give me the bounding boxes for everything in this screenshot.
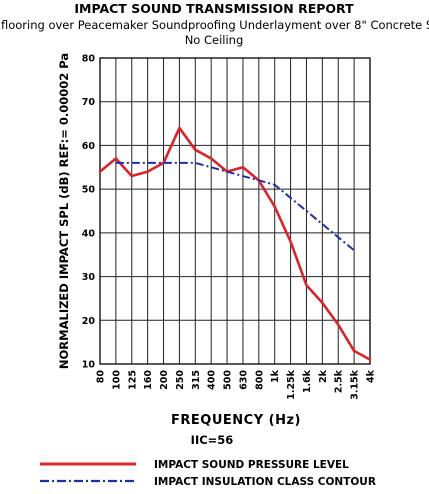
series — [98, 126, 372, 361]
x-tick-label: 1k — [270, 369, 281, 383]
y-tick-label: 40 — [82, 228, 96, 239]
series-line-iic-contour — [115, 161, 355, 252]
y-tick-label: 80 — [82, 54, 96, 65]
x-tick-label: 2.5k — [334, 369, 345, 393]
y-axis-label: NORMALIZED IMPACT SPL (dB) REF:= 0.00002… — [57, 53, 71, 369]
x-axis-label: FREQUENCY (Hz) — [171, 413, 301, 428]
legend-label-spl: IMPACT SOUND PRESSURE LEVEL — [154, 459, 349, 471]
x-tick-label: 630 — [238, 370, 249, 390]
y-tick-label: 70 — [82, 97, 96, 108]
x-tick-label: 125 — [127, 370, 138, 390]
x-tick-label: 1.6k — [302, 369, 313, 393]
x-tick-label: 4k — [366, 369, 377, 383]
grid — [99, 57, 371, 365]
y-tick-label: 60 — [82, 141, 96, 152]
y-tick-label: 50 — [82, 185, 96, 196]
legend: IMPACT SOUND PRESSURE LEVEL IMPACT INSUL… — [40, 459, 376, 488]
chart-subtitle-2: No Ceiling — [185, 33, 244, 47]
y-tick-label: 20 — [82, 316, 96, 327]
plot-border — [99, 57, 371, 365]
x-tick-label: 250 — [175, 370, 186, 390]
legend-label-iic: IMPACT INSULATION CLASS CONTOUR — [154, 476, 376, 488]
x-tick-label: 500 — [223, 370, 234, 390]
x-tick-label: 100 — [111, 370, 122, 390]
x-tick-label: 80 — [96, 370, 107, 384]
y-tick-labels: 10 20 30 40 50 60 70 80 — [82, 54, 96, 371]
chart-title: IMPACT SOUND TRANSMISSION REPORT — [74, 1, 354, 16]
iic-annotation: IIC=56 — [191, 433, 234, 447]
x-tick-label: 800 — [254, 370, 265, 390]
y-tick-label: 30 — [82, 272, 96, 283]
x-tick-label: 160 — [143, 370, 154, 390]
series-line-impact-spl — [98, 126, 372, 361]
x-tick-labels: 80 100 125 160 200 250 315 400 500 630 800 1k 1.25k 1… — [96, 369, 377, 399]
chart-subtitle: LVT flooring over Peacemaker Soundproofi… — [0, 18, 429, 32]
x-tick-label: 3.15k — [350, 369, 361, 399]
x-tick-label: 2k — [318, 369, 329, 383]
x-tick-label: 400 — [207, 370, 218, 390]
y-tick-label: 10 — [82, 360, 96, 371]
plot-frame — [99, 57, 371, 365]
x-tick-label: 315 — [191, 370, 202, 390]
x-tick-label: 1.25k — [286, 369, 297, 399]
x-tick-label: 200 — [159, 370, 170, 390]
